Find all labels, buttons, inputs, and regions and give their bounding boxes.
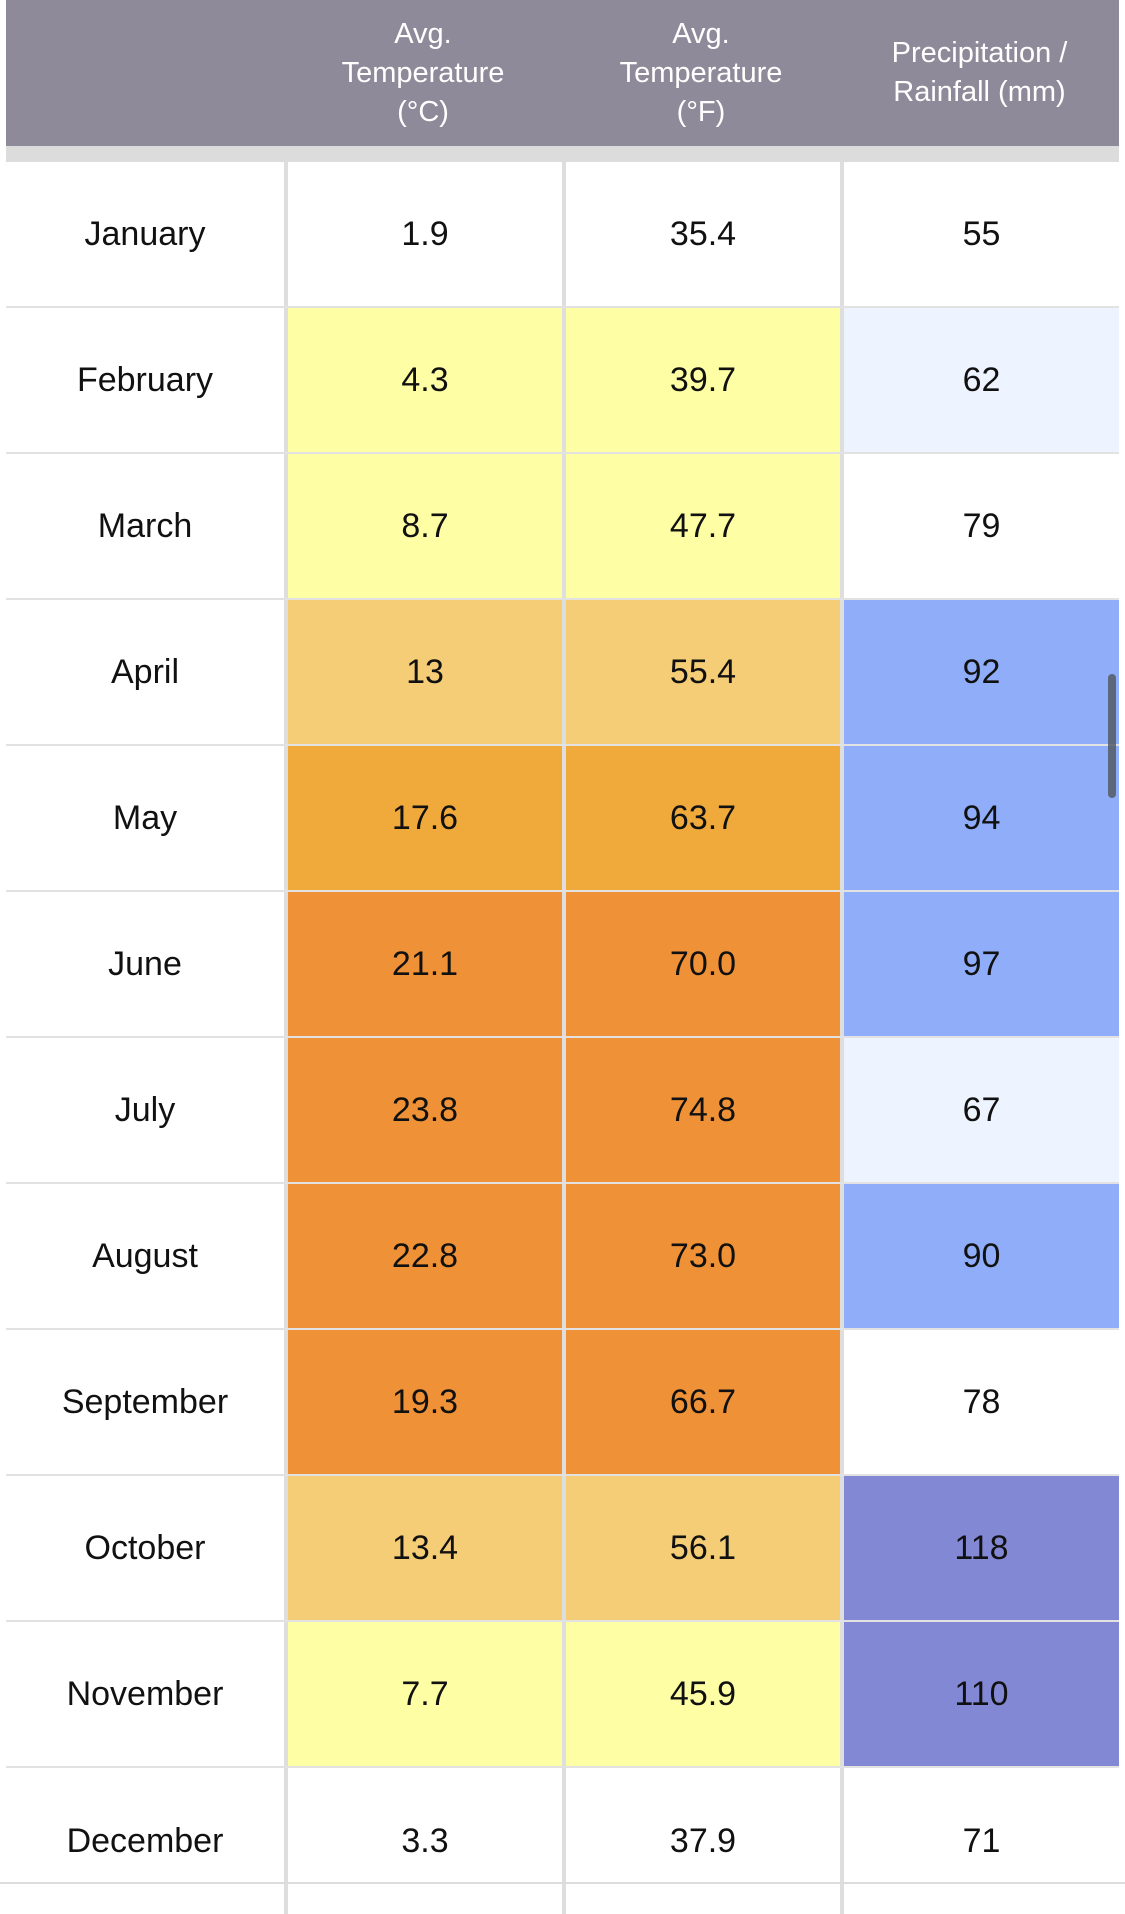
table-row: February 4.3 39.7 62 [6,308,1119,454]
temp-f-cell: 45.9 [562,1622,840,1766]
rainfall-cell: 71 [840,1768,1119,1914]
temp-f-cell: 73.0 [562,1184,840,1328]
header-precipitation: Precipitation / Rainfall (mm) [891,37,1068,108]
table-row: November 7.7 45.9 110 [6,1622,1119,1768]
month-cell: December [6,1768,284,1914]
temp-f-cell: 66.7 [562,1330,840,1474]
rainfall-cell: 55 [840,162,1119,306]
temp-c-cell: 21.1 [284,892,562,1036]
temp-f-cell: 39.7 [562,308,840,452]
table-row: December 3.3 37.9 71 [6,1768,1119,1914]
temp-c-cell: 4.3 [284,308,562,452]
rainfall-cell: 94 [840,746,1119,890]
temp-f-cell: 56.1 [562,1476,840,1620]
temp-f-cell: 37.9 [562,1768,840,1914]
rainfall-cell: 110 [840,1622,1119,1766]
temp-c-cell: 1.9 [284,162,562,306]
temp-c-cell: 13 [284,600,562,744]
table-row: January 1.9 35.4 55 [6,162,1119,308]
month-cell: September [6,1330,284,1474]
month-cell: April [6,600,284,744]
temp-c-cell: 7.7 [284,1622,562,1766]
month-cell: January [6,162,284,306]
rainfall-cell: 62 [840,308,1119,452]
header-avg-temp-f: Avg. Temperature (°F) [619,17,783,128]
header-month [6,0,284,146]
rainfall-cell: 92 [840,600,1119,744]
bottom-divider [0,1882,1125,1884]
month-cell: June [6,892,284,1036]
scrollbar-thumb[interactable] [1108,674,1116,798]
header-separator [6,146,1119,162]
rainfall-cell: 78 [840,1330,1119,1474]
month-cell: February [6,308,284,452]
month-cell: March [6,454,284,598]
temp-c-cell: 13.4 [284,1476,562,1620]
month-cell: May [6,746,284,890]
table-row: October 13.4 56.1 118 [6,1476,1119,1622]
table-header: Avg. Temperature (°C) Avg. Temperature (… [6,0,1119,146]
temp-f-cell: 47.7 [562,454,840,598]
table-row: June 21.1 70.0 97 [6,892,1119,1038]
temp-c-cell: 22.8 [284,1184,562,1328]
temp-c-cell: 8.7 [284,454,562,598]
temp-c-cell: 17.6 [284,746,562,890]
temp-f-cell: 55.4 [562,600,840,744]
table-row: March 8.7 47.7 79 [6,454,1119,600]
temp-f-cell: 35.4 [562,162,840,306]
temp-c-cell: 3.3 [284,1768,562,1914]
table-row: July 23.8 74.8 67 [6,1038,1119,1184]
month-cell: July [6,1038,284,1182]
table-row: August 22.8 73.0 90 [6,1184,1119,1330]
table-row: September 19.3 66.7 78 [6,1330,1119,1476]
rainfall-cell: 118 [840,1476,1119,1620]
temp-f-cell: 70.0 [562,892,840,1036]
temp-f-cell: 74.8 [562,1038,840,1182]
temp-c-cell: 23.8 [284,1038,562,1182]
table-body: January 1.9 35.4 55 February 4.3 39.7 62 March 8.… [6,162,1119,1914]
month-cell: October [6,1476,284,1620]
header-avg-temp-c: Avg. Temperature (°C) [341,17,505,128]
month-cell: November [6,1622,284,1766]
table-row: April 13 55.4 92 [6,600,1119,746]
rainfall-cell: 90 [840,1184,1119,1328]
rainfall-cell: 79 [840,454,1119,598]
rainfall-cell: 97 [840,892,1119,1036]
table-row: May 17.6 63.7 94 [6,746,1119,892]
temp-f-cell: 63.7 [562,746,840,890]
climate-table: Avg. Temperature (°C) Avg. Temperature (… [6,0,1119,1914]
rainfall-cell: 67 [840,1038,1119,1182]
temp-c-cell: 19.3 [284,1330,562,1474]
month-cell: August [6,1184,284,1328]
